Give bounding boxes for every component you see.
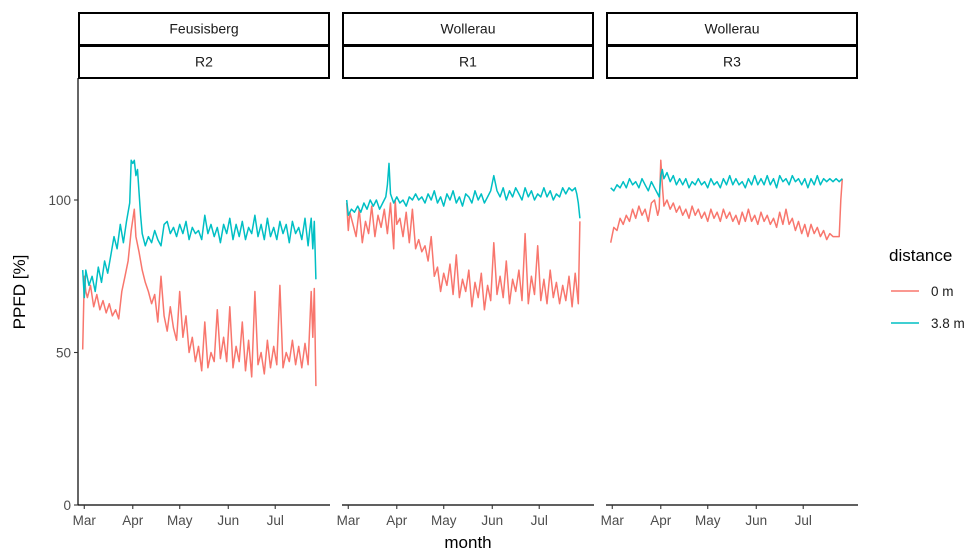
facet-strip-bottom-label-2: R3 — [723, 54, 741, 70]
legend-label-1: 3.8 m — [931, 316, 965, 331]
facet-strip-top-0 — [78, 12, 330, 46]
series-line-0-1 — [81, 159, 317, 299]
facet-strip-bottom-label-0: R2 — [195, 54, 213, 70]
y-axis-title: PPFD [%] — [10, 255, 29, 330]
x-axis-title: month — [444, 533, 491, 552]
series-line-2-1 — [610, 168, 843, 198]
facet-strip-top-label-0: Feusisberg — [169, 21, 238, 37]
legend: distance 0 m 3.8 m — [889, 246, 965, 331]
facet-strip-top-label-2: Wollerau — [705, 21, 760, 37]
x-tick-label-1-3: Jun — [481, 513, 503, 528]
facet-strip-top-2 — [606, 12, 858, 46]
facet-strip-bottom-0 — [78, 45, 330, 79]
x-tick-label-0-4: Jul — [267, 513, 284, 528]
x-tick-label-2-1: Apr — [650, 513, 672, 528]
x-tick-label-2-3: Jun — [745, 513, 767, 528]
x-tick-label-2-0: Mar — [601, 513, 625, 528]
legend-label-0: 0 m — [931, 284, 954, 299]
facet-strip-top-label-1: Wollerau — [441, 21, 496, 37]
x-tick-label-0-1: Apr — [122, 513, 144, 528]
y-tick-label-1: 50 — [56, 346, 71, 361]
facet-strip-bottom-label-1: R1 — [459, 54, 477, 70]
facet-panel-1: Wollerau R1 Mar Apr May Jun Jul — [337, 12, 594, 528]
y-tick-label-0: 0 — [63, 498, 71, 513]
facet-panel-2: Wollerau R3 Mar Apr May Jun Jul — [601, 12, 858, 528]
x-tick-label-1-1: Apr — [386, 513, 408, 528]
x-tick-label-2-4: Jul — [795, 513, 812, 528]
x-tick-label-0-2: May — [167, 513, 193, 528]
facet-strip-bottom-2 — [606, 45, 858, 79]
x-tick-label-1-2: May — [431, 513, 457, 528]
x-tick-label-2-2: May — [695, 513, 721, 528]
series-line-1-1 — [345, 162, 581, 219]
facet-strip-bottom-1 — [342, 45, 594, 79]
series-line-0-0 — [81, 208, 317, 387]
facet-panels: Feusisberg R2 Mar Apr May Jun Jul 0 50 100 Wollera… — [48, 12, 858, 528]
x-tick-label-0-3: Jun — [217, 513, 239, 528]
x-tick-label-0-0: Mar — [73, 513, 97, 528]
legend-title: distance — [889, 246, 952, 265]
y-tick-label-2: 100 — [48, 193, 71, 208]
facet-panel-0: Feusisberg R2 Mar Apr May Jun Jul 0 50 100 — [48, 12, 330, 528]
series-line-2-0 — [609, 159, 844, 243]
series-line-1-0 — [345, 199, 581, 311]
x-tick-label-1-0: Mar — [337, 513, 361, 528]
x-tick-label-1-4: Jul — [531, 513, 548, 528]
